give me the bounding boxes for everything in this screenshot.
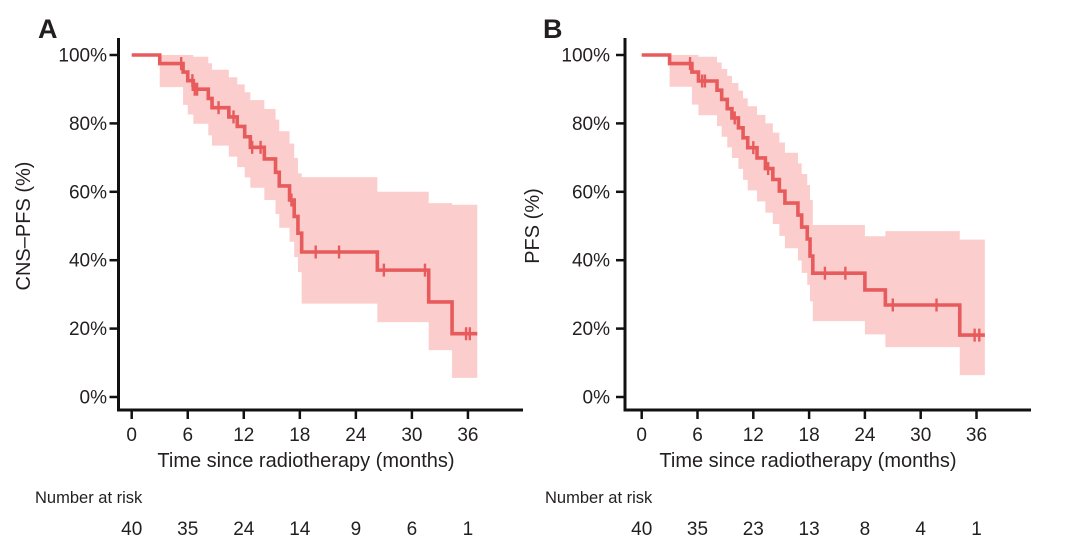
risk-count: 6 (407, 519, 418, 540)
risk-count: 35 (687, 519, 708, 540)
y-tick-label: 60% (69, 182, 107, 203)
y-tick-label: 40% (572, 251, 610, 272)
y-tick-label: 0% (80, 388, 108, 409)
y-tick-label: 100% (561, 46, 610, 67)
x-tick-label: 18 (799, 425, 820, 446)
x-tick-label: 0 (636, 425, 647, 446)
x-tick-label: 30 (401, 425, 422, 446)
y-axis-title: CNS–PFS (%) (13, 162, 35, 291)
y-tick-label: 40% (69, 251, 107, 272)
x-tick-label: 18 (289, 425, 310, 446)
risk-table-label: Number at risk (545, 489, 653, 507)
x-tick-label: 6 (692, 425, 703, 446)
x-tick-label: 36 (966, 425, 987, 446)
risk-count: 1 (971, 519, 982, 540)
y-tick-label: 100% (58, 46, 107, 67)
x-tick-label: 0 (126, 425, 137, 446)
ci-band (669, 55, 985, 376)
risk-count: 24 (233, 519, 255, 540)
ci-band (159, 55, 478, 378)
risk-count: 35 (177, 519, 198, 540)
x-tick-label: 6 (182, 425, 193, 446)
risk-count: 40 (631, 519, 652, 540)
y-tick-label: 80% (572, 114, 610, 135)
risk-count: 1 (463, 519, 474, 540)
y-tick-label: 0% (583, 388, 611, 409)
risk-count: 40 (121, 519, 142, 540)
x-tick-label: 30 (910, 425, 931, 446)
x-axis-title: Time since radiotherapy (months) (157, 450, 454, 472)
risk-count: 14 (289, 519, 311, 540)
panel-label: A (38, 14, 58, 44)
risk-count: 8 (860, 519, 871, 540)
y-axis-title: PFS (%) (522, 188, 544, 264)
y-tick-label: 20% (572, 319, 610, 340)
km-curve (641, 53, 985, 337)
x-tick-label: 24 (854, 425, 876, 446)
risk-count: 9 (351, 519, 362, 540)
x-axis-title: Time since radiotherapy (months) (659, 450, 956, 472)
x-tick-label: 12 (233, 425, 254, 446)
y-tick-label: 80% (69, 114, 107, 135)
x-tick-label: 24 (345, 425, 367, 446)
panel-label: B (543, 14, 563, 44)
risk-table-label: Number at risk (35, 489, 143, 507)
risk-count: 23 (743, 519, 764, 540)
x-tick-label: 36 (457, 425, 478, 446)
y-tick-label: 20% (69, 319, 107, 340)
y-tick-label: 60% (572, 182, 610, 203)
risk-count: 13 (799, 519, 820, 540)
x-tick-label: 12 (743, 425, 764, 446)
risk-count: 4 (915, 519, 926, 540)
